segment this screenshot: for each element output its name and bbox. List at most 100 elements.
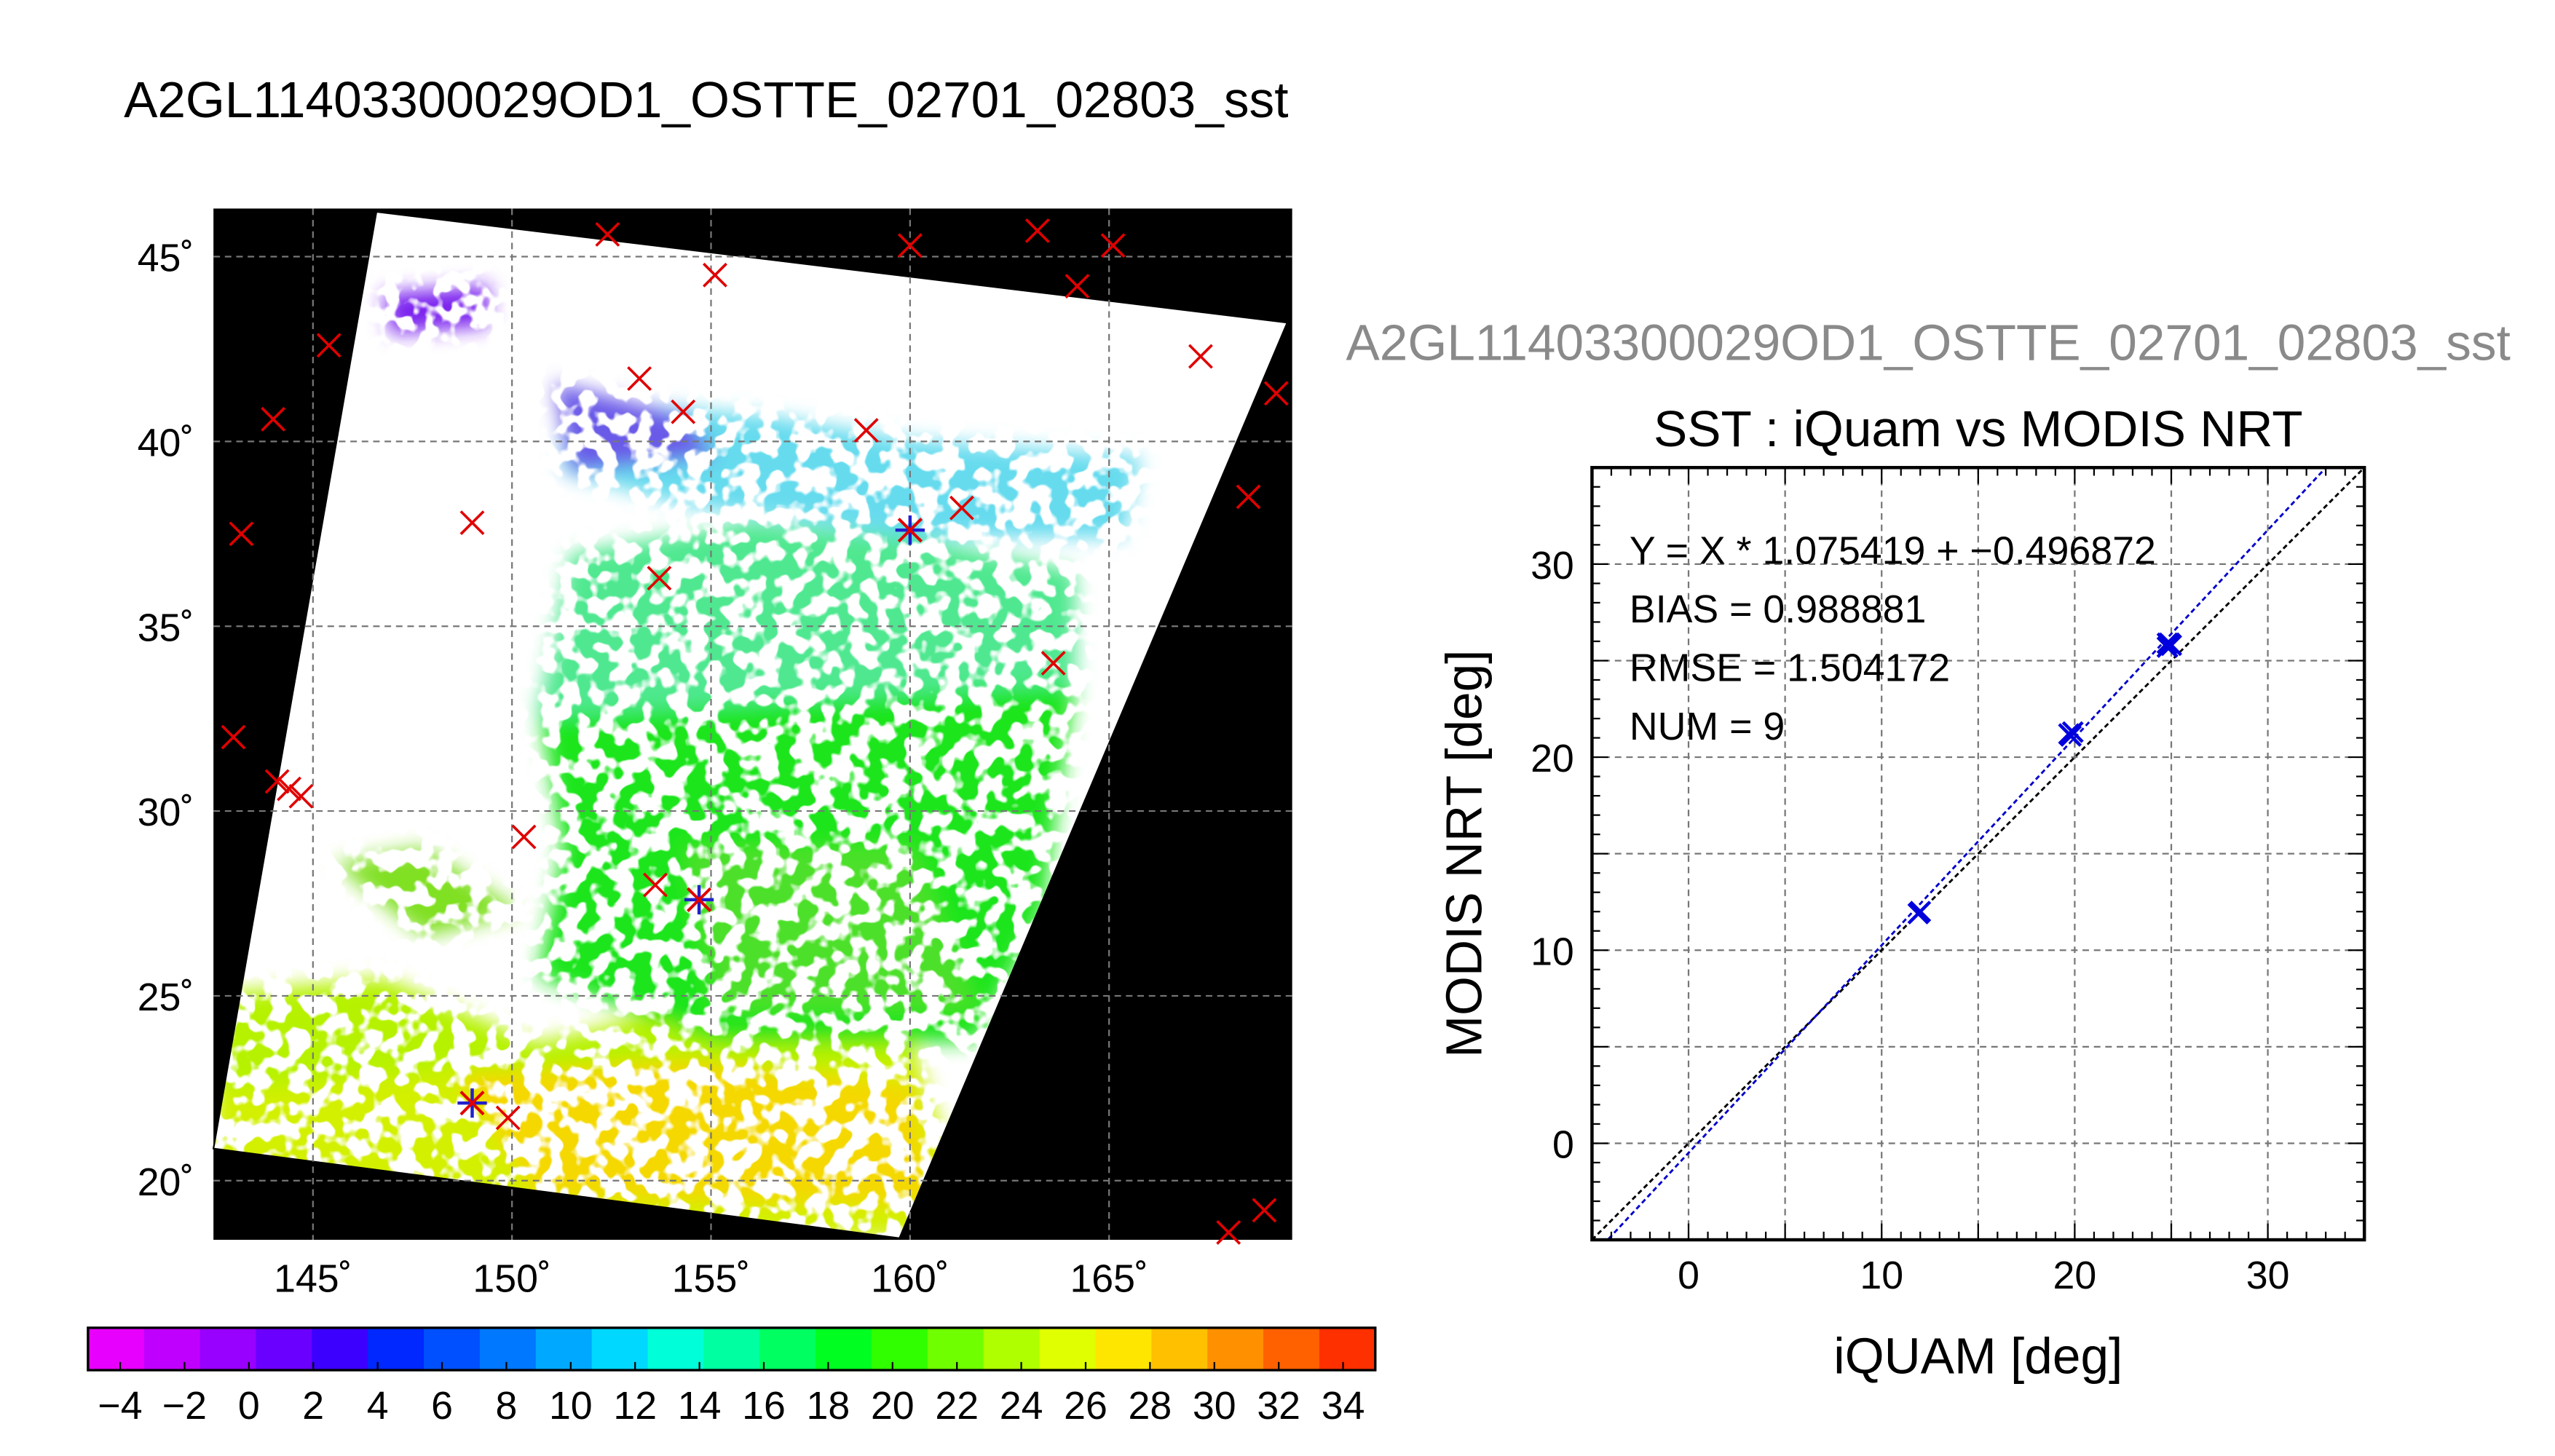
matchup-star-marker bbox=[895, 515, 925, 545]
insitu-x-marker bbox=[261, 406, 286, 432]
colorbar-tick-label: 4 bbox=[367, 1384, 389, 1428]
colorbar-segment bbox=[816, 1327, 873, 1371]
insitu-x-marker bbox=[264, 769, 290, 794]
stats-annotation: BIAS = 0.988881 bbox=[1630, 587, 1926, 631]
data-point bbox=[1909, 901, 1932, 923]
x-tick-label: 20 bbox=[2053, 1254, 2097, 1297]
x-axis-label: iQUAM [deg] bbox=[1833, 1328, 2122, 1385]
colorbar-segment bbox=[983, 1327, 1040, 1371]
latitude-labels: 45˚ 40˚ 35˚ 30˚ 25˚ 20˚ bbox=[138, 237, 194, 1204]
insitu-x-marker bbox=[897, 233, 923, 258]
scatter-grid bbox=[1592, 467, 2365, 1241]
colorbar-tick-label: 24 bbox=[1000, 1384, 1043, 1428]
colorbar-tick-label: 14 bbox=[678, 1384, 722, 1428]
colorbar-tick-label: 20 bbox=[871, 1384, 915, 1428]
insitu-x-marker bbox=[853, 418, 879, 443]
colorbar-segment bbox=[1039, 1327, 1097, 1371]
identity-line bbox=[1592, 467, 2365, 1241]
insitu-x-marker bbox=[647, 566, 672, 591]
lat-tick-label: 30˚ bbox=[138, 791, 194, 834]
colorbar-tick-label: 28 bbox=[1129, 1384, 1172, 1428]
insitu-x-marker bbox=[949, 495, 974, 521]
x-tick-label: 0 bbox=[1678, 1254, 1699, 1297]
colorbar-tick-label: 32 bbox=[1257, 1384, 1300, 1428]
longitude-labels: 145˚ 150˚ 155˚ 160˚ 165˚ bbox=[274, 1257, 1148, 1301]
insitu-x-marker bbox=[703, 262, 727, 288]
map-grid bbox=[213, 208, 1292, 1241]
colorbar-segment bbox=[703, 1327, 761, 1371]
colorbar-tick-label: 22 bbox=[935, 1384, 979, 1428]
colorbar bbox=[87, 1326, 1377, 1372]
colorbar-segment bbox=[87, 1327, 146, 1371]
colorbar-tick-label: 0 bbox=[238, 1384, 260, 1428]
colorbar-tick-label: −2 bbox=[162, 1384, 207, 1428]
x-tick-label: 10 bbox=[1860, 1254, 1903, 1297]
scatter-panel-title: A2GL11403300029OD1_OSTTE_02701_02803_sst bbox=[1346, 314, 2511, 372]
insitu-x-marker bbox=[595, 222, 620, 247]
insitu-x-marker bbox=[316, 333, 341, 358]
colorbar-segment bbox=[312, 1327, 369, 1371]
stats-annotations: Y = X * 1.075419 + −0.496872 BIAS = 0.988… bbox=[1630, 529, 2156, 748]
colorbar-tick-label: 6 bbox=[431, 1384, 453, 1428]
data-point bbox=[2156, 632, 2179, 654]
colorbar-segment bbox=[256, 1327, 313, 1371]
insitu-x-marker bbox=[1216, 1219, 1241, 1245]
tick-labels: 0 10 20 30 0 10 20 30 bbox=[1531, 544, 2289, 1297]
colorbar-tick-label: 18 bbox=[807, 1384, 850, 1428]
colorbar-segment bbox=[535, 1327, 593, 1371]
insitu-x-marker bbox=[229, 521, 254, 547]
matchup-star-marker bbox=[457, 1088, 487, 1118]
colorbar-tick-label: 30 bbox=[1193, 1384, 1236, 1428]
colorbar-segment bbox=[143, 1327, 201, 1371]
insitu-x-marker bbox=[459, 510, 485, 535]
x-tick-label: 30 bbox=[2246, 1254, 2290, 1297]
insitu-x-marker bbox=[511, 824, 537, 850]
stats-annotation: RMSE = 1.504172 bbox=[1630, 646, 1950, 689]
insitu-x-marker bbox=[1252, 1198, 1277, 1223]
data-point bbox=[2058, 723, 2080, 745]
colorbar-tick-label: 34 bbox=[1322, 1384, 1365, 1428]
stats-annotation: NUM = 9 bbox=[1630, 705, 1785, 748]
insitu-x-marker bbox=[627, 366, 652, 391]
insitu-x-marker bbox=[1263, 381, 1289, 406]
colorbar-tick-label: 16 bbox=[742, 1384, 786, 1428]
scatter-plot: SST : iQuam vs MODIS NRT 0 10 20 300102030 … bbox=[1435, 400, 2366, 1385]
colorbar-segment bbox=[647, 1327, 705, 1371]
colorbar-segment bbox=[1151, 1327, 1209, 1371]
insitu-x-marker bbox=[1040, 651, 1066, 676]
colorbar-segment bbox=[591, 1327, 649, 1371]
colorbar-tick-label: 10 bbox=[549, 1384, 593, 1428]
colorbar-segment bbox=[200, 1327, 257, 1371]
insitu-x-marker bbox=[671, 399, 696, 424]
colorbar-tick-label: 26 bbox=[1064, 1384, 1107, 1428]
colorbar-segment bbox=[1263, 1327, 1321, 1371]
colorbar-segment bbox=[368, 1327, 425, 1371]
insitu-x-marker bbox=[288, 783, 314, 809]
lon-tick-label: 150˚ bbox=[473, 1257, 550, 1301]
colorbar-segment bbox=[1207, 1327, 1265, 1371]
colorbar-tick-label: 8 bbox=[495, 1384, 517, 1428]
insitu-x-marker bbox=[1100, 233, 1126, 258]
y-tick-label: 30 bbox=[1531, 544, 1574, 587]
y-axis-label: MODIS NRT [deg] bbox=[1435, 650, 1492, 1058]
colorbar-segment bbox=[1095, 1327, 1153, 1371]
lon-tick-label: 155˚ bbox=[672, 1257, 750, 1301]
scatter-points bbox=[1907, 632, 2183, 925]
insitu-x-marker bbox=[1065, 274, 1090, 299]
matchup-star-marker bbox=[684, 885, 714, 915]
page-title: A2GL11403300029OD1_OSTTE_02701_02803_sst bbox=[124, 71, 1289, 129]
colorbar-segment bbox=[759, 1327, 817, 1371]
colorbar-segment bbox=[424, 1327, 481, 1371]
insitu-x-marker bbox=[1188, 344, 1213, 369]
stats-annotation: Y = X * 1.075419 + −0.496872 bbox=[1630, 529, 2156, 572]
colorbar-segment bbox=[871, 1327, 929, 1371]
colorbar-segment bbox=[1319, 1327, 1377, 1371]
fit-lines bbox=[1592, 467, 2365, 1241]
colorbar-tick-label: −4 bbox=[98, 1384, 142, 1428]
insitu-x-marker bbox=[1236, 484, 1261, 510]
lat-tick-label: 35˚ bbox=[138, 606, 194, 649]
colorbar-tick-label: 2 bbox=[302, 1384, 324, 1428]
insitu-x-marker bbox=[495, 1105, 521, 1131]
insitu-x-marker bbox=[277, 776, 301, 802]
